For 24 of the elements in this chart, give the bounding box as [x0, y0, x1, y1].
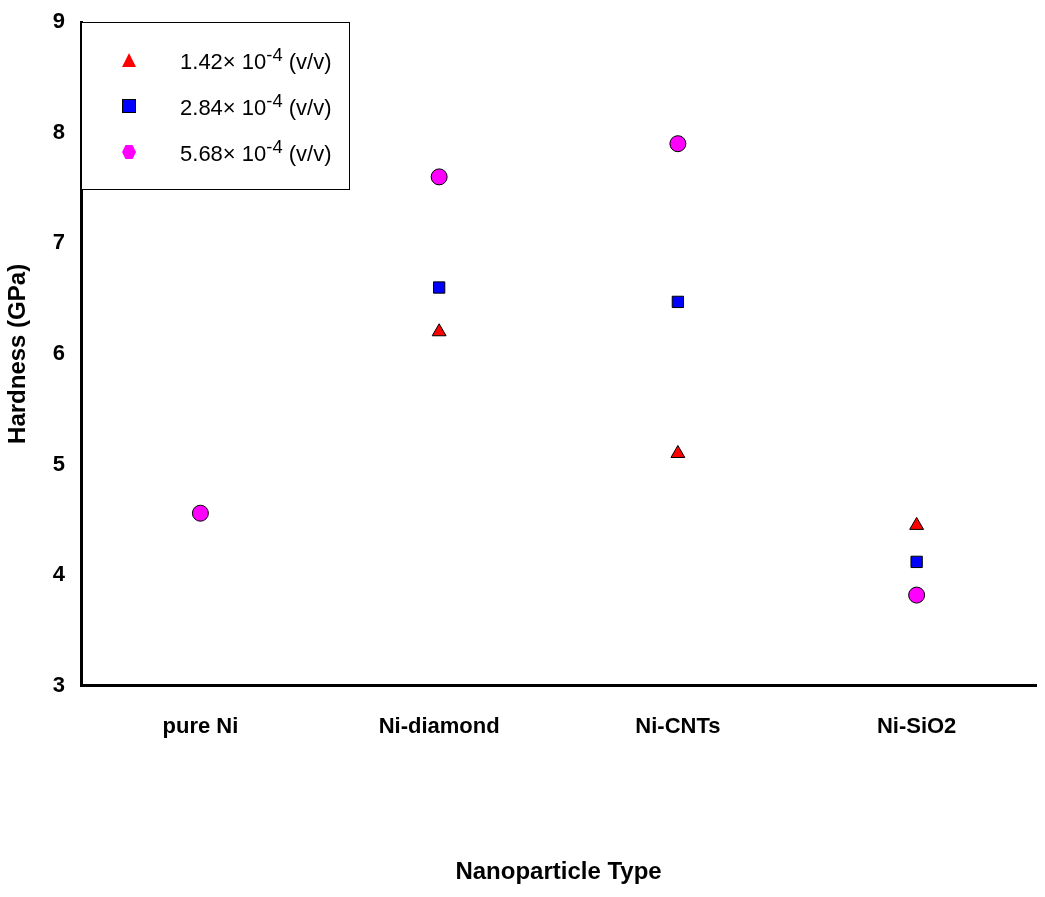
y-tick-label: 6 — [52, 339, 66, 365]
point — [669, 135, 687, 153]
x-tick-label: pure Ni — [162, 713, 239, 739]
point — [910, 555, 923, 569]
y-tick-label: 8 — [52, 118, 66, 144]
y-tick-label: 5 — [52, 450, 66, 476]
point — [431, 323, 447, 337]
legend-label: 1.42× 10$^{-4}$ (v/v) — [180, 44, 332, 76]
point — [191, 504, 209, 522]
x-tick-label: Ni-diamond — [378, 713, 500, 739]
point — [430, 168, 448, 186]
y-tick-label: 9 — [52, 8, 66, 34]
legend-label: 5.68× 10$^{-4}$ (v/v) — [180, 136, 332, 168]
point — [908, 586, 926, 604]
x-tick-label: Ni-SiO2 — [876, 713, 957, 739]
point — [432, 281, 446, 294]
y-tick-label: 4 — [52, 561, 66, 587]
y-axis-title: Hardness (GPa) — [3, 263, 31, 444]
y-tick-label: 3 — [52, 671, 66, 697]
point — [671, 295, 685, 309]
x-axis-title: Nanoparticle Type — [455, 857, 662, 885]
legend-label: 2.84× 10$^{-4}$ (v/v) — [180, 90, 332, 122]
y-tick-label: 7 — [52, 229, 66, 255]
x-tick-label: Ni-CNTs — [635, 713, 721, 739]
